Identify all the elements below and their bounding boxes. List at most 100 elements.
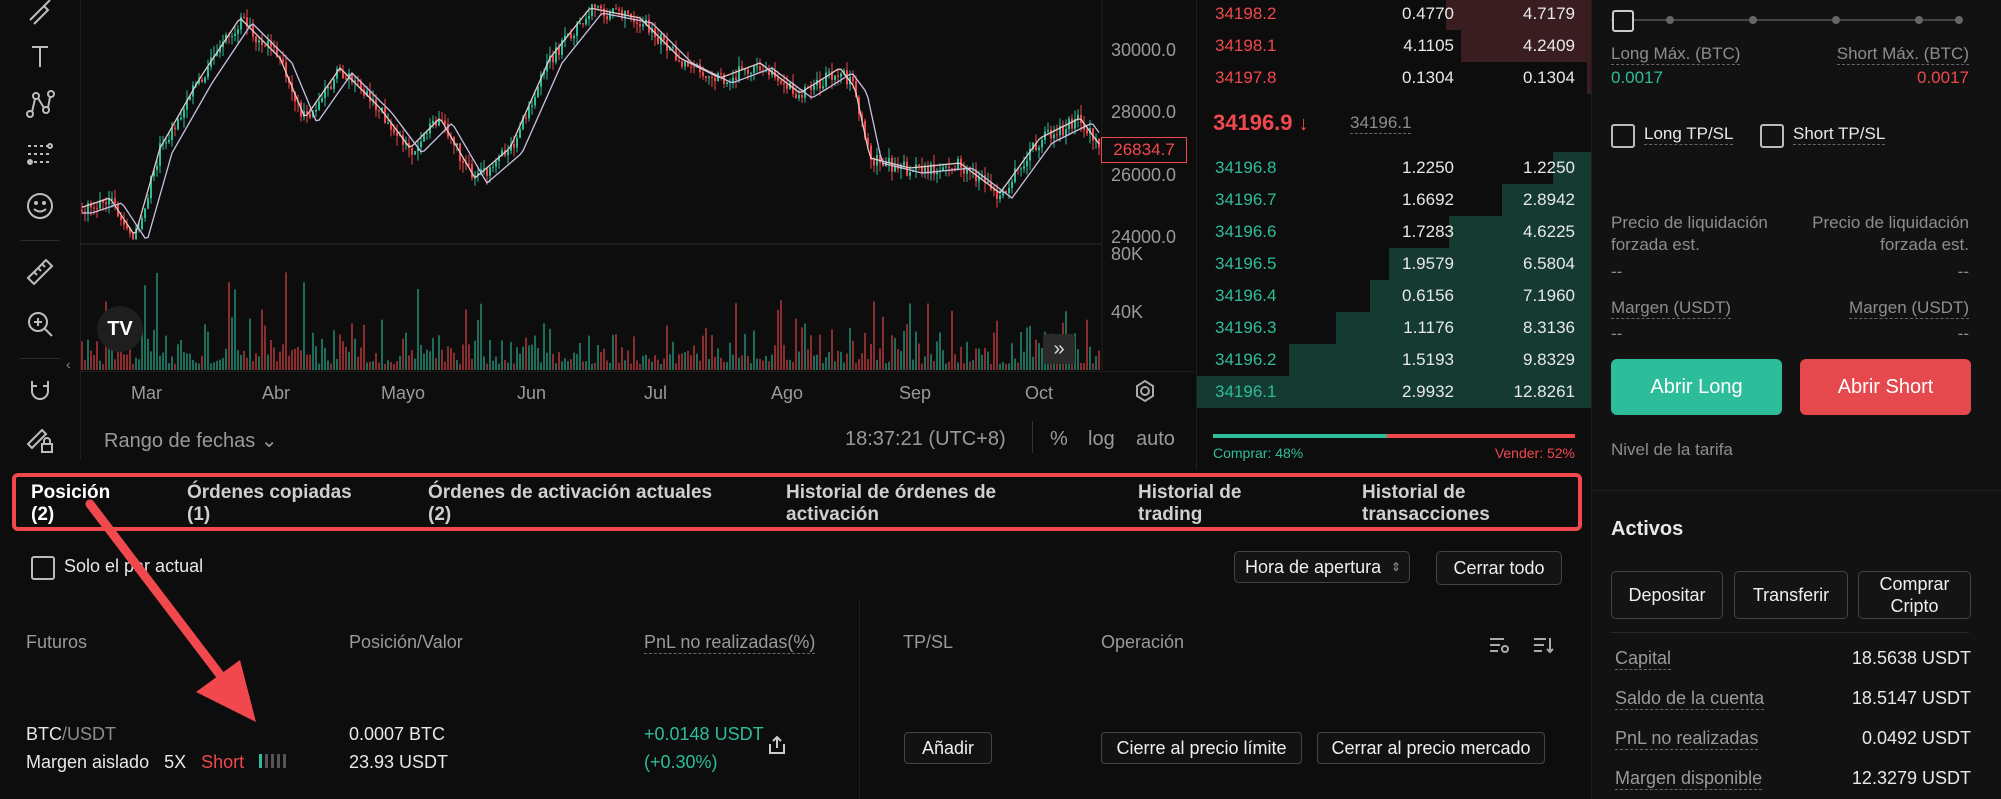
- emoji-icon[interactable]: [22, 188, 58, 224]
- bid-row[interactable]: 34196.5 1.9579 6.5804: [1197, 248, 1591, 280]
- candle-body: [360, 81, 362, 90]
- column-settings-icon[interactable]: [1488, 634, 1510, 661]
- candle-body: [183, 109, 185, 118]
- chevron-left-icon[interactable]: ‹: [66, 356, 71, 372]
- candle-body: [726, 82, 728, 84]
- volume-bar: [756, 358, 758, 370]
- volume-bar: [732, 354, 734, 370]
- bid-row[interactable]: 34196.8 1.2250 1.2250: [1197, 152, 1591, 184]
- candlestick-chart[interactable]: [80, 0, 1195, 372]
- date-range-dropdown[interactable]: Rango de fechas ⌄: [104, 430, 278, 452]
- candle-body: [306, 111, 308, 114]
- add-tpsl-button[interactable]: Añadir: [904, 732, 992, 764]
- candle-body: [393, 129, 395, 133]
- sort-select[interactable]: Hora de apertura ⇕: [1234, 551, 1410, 583]
- tradingview-logo[interactable]: TV: [97, 306, 143, 352]
- volume-bar: [153, 329, 155, 370]
- tab-trigger-orders[interactable]: Órdenes de activación actuales (2): [428, 482, 713, 525]
- volume-bar: [1029, 325, 1031, 370]
- transfer-button[interactable]: Transferir: [1734, 571, 1848, 619]
- tab-trade-history[interactable]: Historial de trading: [1138, 482, 1242, 525]
- candle-body: [933, 163, 935, 175]
- bid-row[interactable]: 34196.6 1.7283 4.6225: [1197, 216, 1591, 248]
- price-chart[interactable]: [80, 0, 1195, 372]
- deposit-button[interactable]: Depositar: [1611, 571, 1723, 619]
- volume-bar: [651, 361, 653, 370]
- volume-bar: [318, 363, 320, 370]
- sort-list-icon[interactable]: [1532, 634, 1554, 661]
- ask-price: 34197.8: [1215, 68, 1277, 87]
- chart-settings-icon[interactable]: [1132, 378, 1158, 409]
- bid-price: 34196.4: [1215, 286, 1277, 305]
- volume-bar: [645, 354, 647, 370]
- bid-row[interactable]: 34196.3 1.1176 8.3136: [1197, 312, 1591, 344]
- log-scale-button[interactable]: log: [1088, 428, 1115, 450]
- volume-bar: [522, 346, 524, 370]
- only-current-pair-checkbox[interactable]: [31, 556, 55, 580]
- volume-bar: [162, 352, 164, 370]
- tab-copied-orders[interactable]: Órdenes copiadas (1): [187, 482, 352, 525]
- candle-body: [855, 81, 857, 98]
- candle-body: [750, 72, 752, 74]
- candle-body: [732, 77, 734, 82]
- bid-row[interactable]: 34196.2 1.5193 9.8329: [1197, 344, 1591, 376]
- text-icon[interactable]: [22, 38, 58, 74]
- bid-amount: 1.1176: [1403, 318, 1454, 337]
- volume-bar: [327, 360, 329, 370]
- ask-row[interactable]: 34198.1 4.1105 4.2409: [1197, 30, 1591, 62]
- open-short-button[interactable]: Abrir Short: [1800, 359, 1971, 415]
- candle-body: [402, 135, 404, 145]
- tab-positions[interactable]: Posición (2): [31, 482, 111, 525]
- candle-body: [120, 216, 122, 221]
- volume-bar: [438, 335, 440, 370]
- percent-scale-button[interactable]: %: [1050, 428, 1068, 450]
- candle-body: [534, 97, 536, 106]
- market-close-button[interactable]: Cerrar al precio mercado: [1317, 732, 1545, 764]
- candle-body: [993, 189, 995, 191]
- magnet-icon[interactable]: [22, 373, 58, 409]
- tab-transaction-history[interactable]: Historial de transacciones: [1362, 482, 1490, 525]
- volume-bar: [552, 353, 554, 370]
- leverage-slider[interactable]: [1611, 19, 1959, 21]
- volume-bar: [285, 272, 287, 370]
- candle-body: [834, 75, 836, 81]
- ask-row[interactable]: 34198.2 0.4770 4.7179: [1197, 0, 1591, 30]
- asset-label: Saldo de la cuenta: [1615, 688, 1765, 710]
- short-tpsl-checkbox[interactable]: [1760, 124, 1784, 148]
- limit-close-button[interactable]: Cierre al precio límite: [1101, 732, 1302, 764]
- tab-trigger-history[interactable]: Historial de órdenes de activación: [786, 482, 997, 525]
- volume-bar: [489, 339, 491, 370]
- open-long-button[interactable]: Abrir Long: [1611, 359, 1782, 415]
- candle-body: [909, 171, 911, 176]
- volume-bar: [1002, 362, 1004, 370]
- ask-amount: 0.1304: [1402, 68, 1454, 87]
- close-all-button[interactable]: Cerrar todo: [1436, 551, 1562, 585]
- long-tpsl-checkbox[interactable]: [1611, 124, 1635, 148]
- bid-row[interactable]: 34196.7 1.6692 2.8942: [1197, 184, 1591, 216]
- candle-body: [570, 33, 572, 39]
- candle-body: [234, 33, 236, 36]
- lock-pencil-icon[interactable]: [22, 422, 58, 458]
- share-icon[interactable]: [766, 734, 788, 761]
- ask-row[interactable]: 34197.8 0.1304 0.1304: [1197, 62, 1591, 94]
- volume-bar: [144, 285, 146, 370]
- price-axis-label: 30000.0: [1111, 40, 1177, 60]
- auto-scale-button[interactable]: auto: [1136, 428, 1175, 450]
- volume-bar: [834, 361, 836, 370]
- volume-bar: [843, 362, 845, 370]
- pattern-icon[interactable]: [22, 86, 58, 122]
- slider-handle[interactable]: [1612, 10, 1634, 32]
- candle-body: [219, 47, 221, 53]
- fib-icon[interactable]: [22, 136, 58, 172]
- ruler-icon[interactable]: [22, 254, 58, 290]
- candle-body: [879, 154, 881, 163]
- candle-body: [693, 66, 695, 68]
- zoom-in-icon[interactable]: [22, 306, 58, 342]
- fee-level-link[interactable]: Nivel de la tarifa: [1611, 440, 1733, 459]
- brush-icon[interactable]: [22, 0, 58, 28]
- bid-row[interactable]: 34196.4 0.6156 7.1960: [1197, 280, 1591, 312]
- bid-row[interactable]: 34196.1 2.9932 12.8261: [1197, 376, 1591, 408]
- buy-crypto-button[interactable]: Comprar Cripto: [1858, 571, 1971, 619]
- volume-bar: [1017, 362, 1019, 370]
- scroll-to-realtime-icon[interactable]: »: [1043, 334, 1075, 364]
